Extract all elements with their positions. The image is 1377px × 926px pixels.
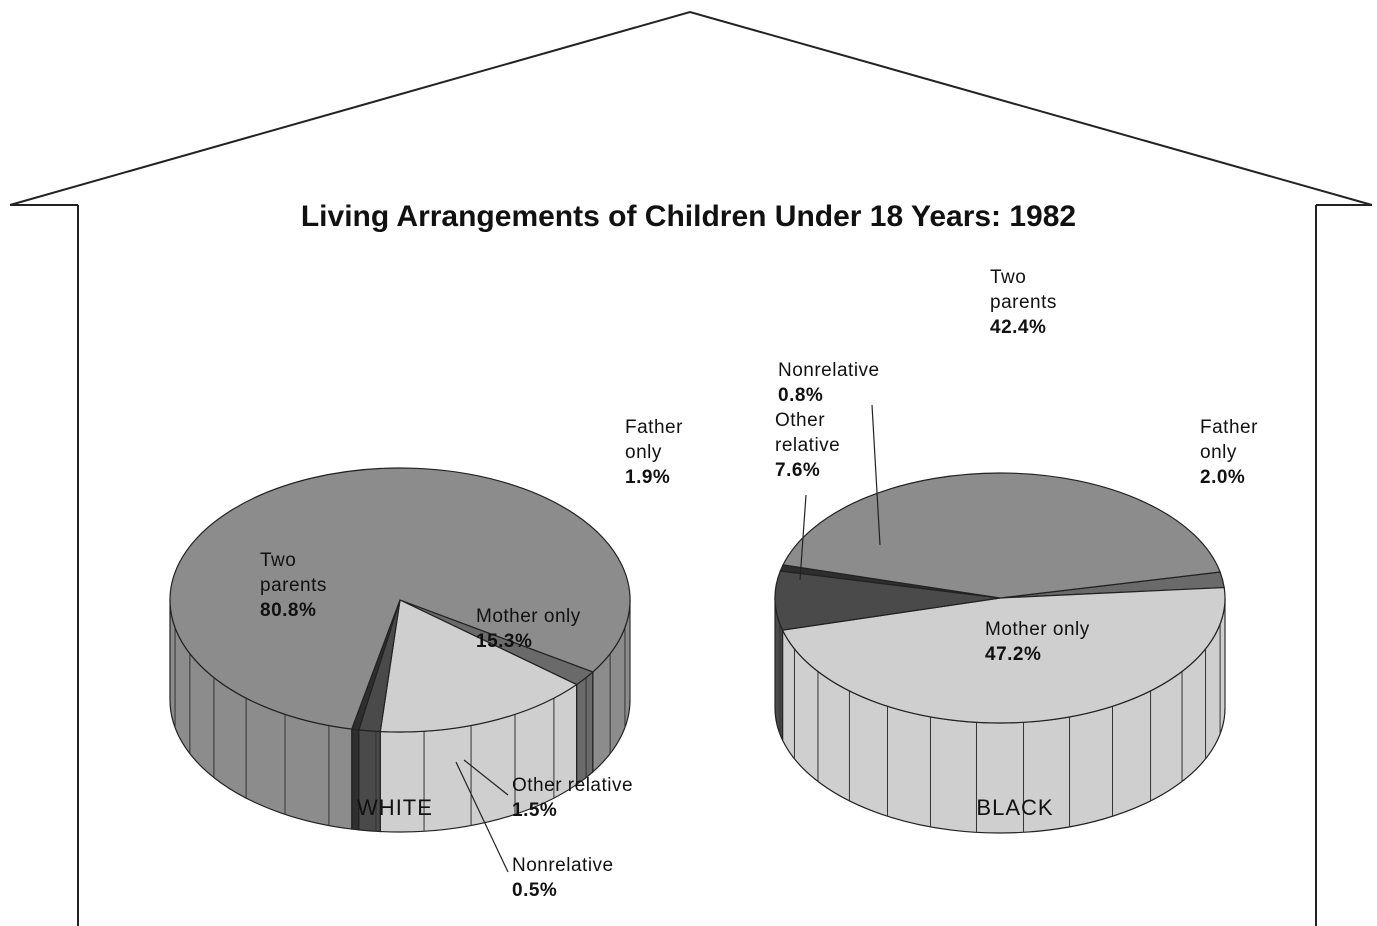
page: Living Arrangements of Children Under 18…: [0, 0, 1377, 926]
value-label: 2.0%: [1200, 465, 1280, 490]
value-label: 42.4%: [990, 315, 1080, 340]
category-label: Mother only: [985, 617, 1135, 642]
category-label: Mother only: [476, 604, 626, 629]
value-label: 7.6%: [775, 458, 865, 483]
value-label: 0.5%: [512, 878, 632, 903]
chart-title: Living Arrangements of Children Under 18…: [0, 200, 1377, 234]
category-label: Nonrelative: [778, 358, 908, 383]
value-label: 47.2%: [985, 642, 1135, 667]
value-label: 15.3%: [476, 629, 626, 654]
category-label: Two parents: [260, 548, 350, 598]
category-label: Two parents: [990, 265, 1080, 315]
pie-title: WHITE: [295, 795, 495, 821]
category-label: Other relative: [775, 408, 865, 458]
slice-side: [577, 672, 593, 785]
value-label: 0.8%: [778, 383, 908, 408]
value-label: 1.5%: [512, 798, 672, 823]
value-label: 80.8%: [260, 598, 350, 623]
category-label: Father only: [625, 415, 705, 465]
category-label: Father only: [1200, 415, 1280, 465]
value-label: 1.9%: [625, 465, 705, 490]
category-label: Other relative: [512, 773, 672, 798]
category-label: Nonrelative: [512, 853, 632, 878]
pie-title: BLACK: [915, 795, 1115, 821]
